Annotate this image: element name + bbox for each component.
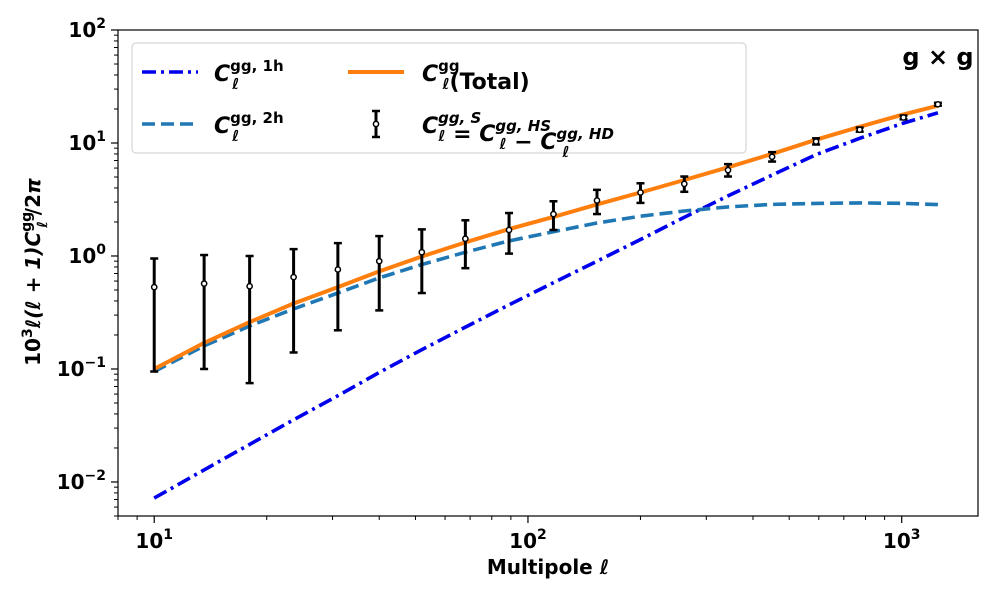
legend-superscript: gg, 2h bbox=[230, 109, 284, 127]
errorbar-point bbox=[724, 166, 732, 174]
errorbar-point bbox=[593, 197, 601, 204]
legend-symbol: C bbox=[422, 114, 438, 139]
y-tick-label: 102 bbox=[68, 16, 106, 42]
legend-superscript: gg, HD bbox=[557, 125, 614, 143]
errorbar-point bbox=[550, 210, 557, 218]
y-tick-label-base: 10 bbox=[68, 244, 96, 268]
errorbar-point bbox=[680, 180, 688, 188]
y-tick-label: 101 bbox=[68, 129, 106, 155]
legend-suffix: (Total) bbox=[450, 70, 530, 95]
x-tick-label: 102 bbox=[509, 527, 547, 553]
legend-symbol: C bbox=[214, 114, 230, 139]
errorbar-point bbox=[150, 283, 158, 291]
errorbar-point bbox=[462, 235, 469, 243]
legend-symbol: C bbox=[479, 122, 495, 147]
y-tick-label: 10−2 bbox=[57, 468, 106, 494]
errorbar-point bbox=[290, 273, 297, 281]
errorbar-layer bbox=[150, 100, 942, 385]
errorbar-point bbox=[812, 138, 820, 145]
x-tick-label-base: 10 bbox=[883, 529, 911, 553]
legend-subscript: ℓ bbox=[441, 75, 449, 93]
legend-operator: − bbox=[507, 130, 541, 155]
x-axis-label: Multipole ℓ bbox=[487, 555, 609, 579]
errorbar-point bbox=[375, 257, 383, 265]
errorbar-point bbox=[768, 153, 776, 161]
legend-box bbox=[131, 42, 747, 154]
x-tick-label-base: 10 bbox=[509, 529, 537, 553]
errorbar-point bbox=[418, 248, 426, 256]
y-axis-label-part: 10 bbox=[21, 338, 45, 366]
errorbar-point bbox=[246, 282, 253, 290]
y-tick-label-base: 10 bbox=[68, 18, 96, 42]
x-tick-label-exponent: 3 bbox=[911, 527, 921, 543]
y-tick-label-exponent: −2 bbox=[85, 468, 106, 484]
legend-label: Cgg, 1h ℓ bbox=[214, 57, 284, 93]
y-tick-label-exponent: 1 bbox=[96, 129, 106, 145]
errorbar-point bbox=[934, 100, 942, 108]
legend-symbol: C bbox=[422, 62, 438, 87]
legend-subscript: ℓ bbox=[437, 127, 445, 145]
series-line-dashdot bbox=[153, 111, 939, 500]
errorbar-point bbox=[637, 189, 644, 196]
y-tick-label: 100 bbox=[68, 242, 106, 268]
y-axis-label: 103ℓ(ℓ + 1)Cggℓ/2π bbox=[19, 178, 51, 366]
x-tick-label: 101 bbox=[135, 527, 173, 553]
errorbar-point bbox=[856, 126, 864, 134]
y-tick-label: 10−1 bbox=[57, 355, 106, 381]
legend-subscript: ℓ bbox=[231, 127, 239, 145]
legend-subscript: ℓ bbox=[561, 143, 569, 161]
y-tick-label-base: 10 bbox=[57, 357, 85, 381]
panel-label: g × g bbox=[902, 43, 973, 71]
y-tick-label-exponent: 2 bbox=[96, 16, 106, 32]
legend-label: Cgg, 2h ℓ bbox=[214, 109, 284, 145]
plot-area-frame bbox=[117, 29, 979, 517]
legend-superscript: gg, 1h bbox=[230, 57, 284, 75]
errorbar-point bbox=[200, 280, 208, 287]
x-tick-label-exponent: 2 bbox=[537, 527, 547, 543]
y-tick-label-exponent: −1 bbox=[85, 355, 106, 371]
legend-symbol: C bbox=[540, 130, 556, 155]
legend-operator: = bbox=[445, 122, 479, 147]
legend-swatch-errorbar-point bbox=[372, 120, 380, 128]
legend-subscript: ℓ bbox=[499, 135, 507, 153]
errorbar-point bbox=[334, 266, 342, 273]
y-tick-label-exponent: 0 bbox=[96, 242, 106, 258]
x-tick-label: 103 bbox=[883, 527, 921, 553]
legend-superscript: gg, S bbox=[438, 109, 481, 127]
y-tick-label-base: 10 bbox=[68, 131, 96, 155]
x-tick-label-exponent: 1 bbox=[163, 527, 173, 543]
x-tick-label-base: 10 bbox=[135, 529, 163, 553]
errorbar-point bbox=[900, 114, 907, 121]
legend-symbol: C bbox=[214, 62, 230, 87]
legend-superscript: gg, HS bbox=[495, 117, 551, 135]
legend-subscript: ℓ bbox=[231, 75, 239, 93]
errorbar-point bbox=[505, 226, 513, 234]
y-tick-label-base: 10 bbox=[57, 470, 85, 494]
legend-label: Cgg ℓ(Total) bbox=[422, 57, 530, 95]
legend-superscript: gg bbox=[438, 57, 459, 75]
